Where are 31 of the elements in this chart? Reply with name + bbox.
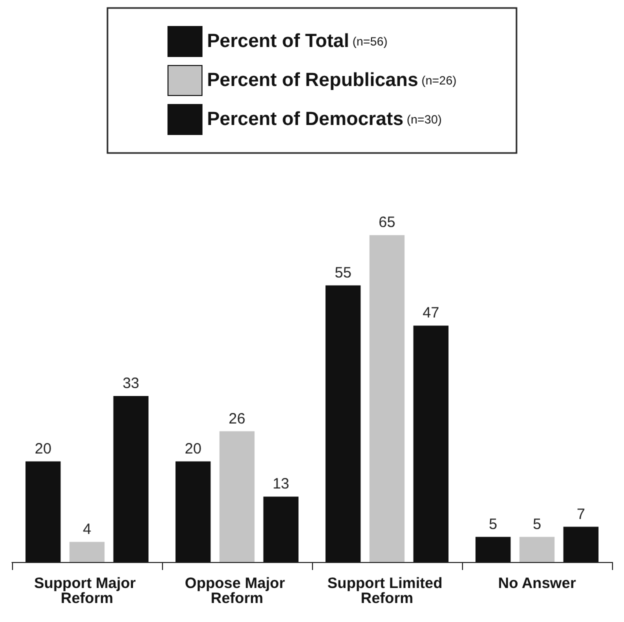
x-tick-label: Oppose Major Reform [184,575,290,607]
x-tick-label: Support Major Reform [34,575,140,607]
data-label: 7 [576,506,586,523]
legend-label: Percent of Democrats (n=30) [206,109,442,130]
x-tick-label: No Answer [498,575,576,592]
data-label: 65 [378,214,396,232]
bar [26,461,61,562]
bar [69,542,105,562]
bar [519,536,555,562]
bar [113,396,148,562]
bar [413,326,448,562]
data-label: 5 [532,516,542,533]
data-label: 47 [422,304,440,322]
data-label: 13 [272,476,290,493]
data-label: 5 [488,516,498,533]
data-label: 26 [228,410,246,428]
legend-label: Percent of Republicans (n=26) [206,70,457,91]
bar [326,285,361,562]
x-tick-label: Support Limited Reform [327,575,447,607]
data-label: 20 [34,440,52,458]
data-label: 55 [334,264,352,282]
bar [263,496,298,562]
bar [176,461,211,562]
data-label: 4 [82,520,92,538]
data-label: 33 [122,375,140,392]
bar [219,431,255,562]
bar [369,235,405,562]
bar [476,536,511,562]
legend-label: Percent of Total (n=56) [206,31,388,52]
data-label: 20 [184,440,202,458]
bar [563,526,598,562]
